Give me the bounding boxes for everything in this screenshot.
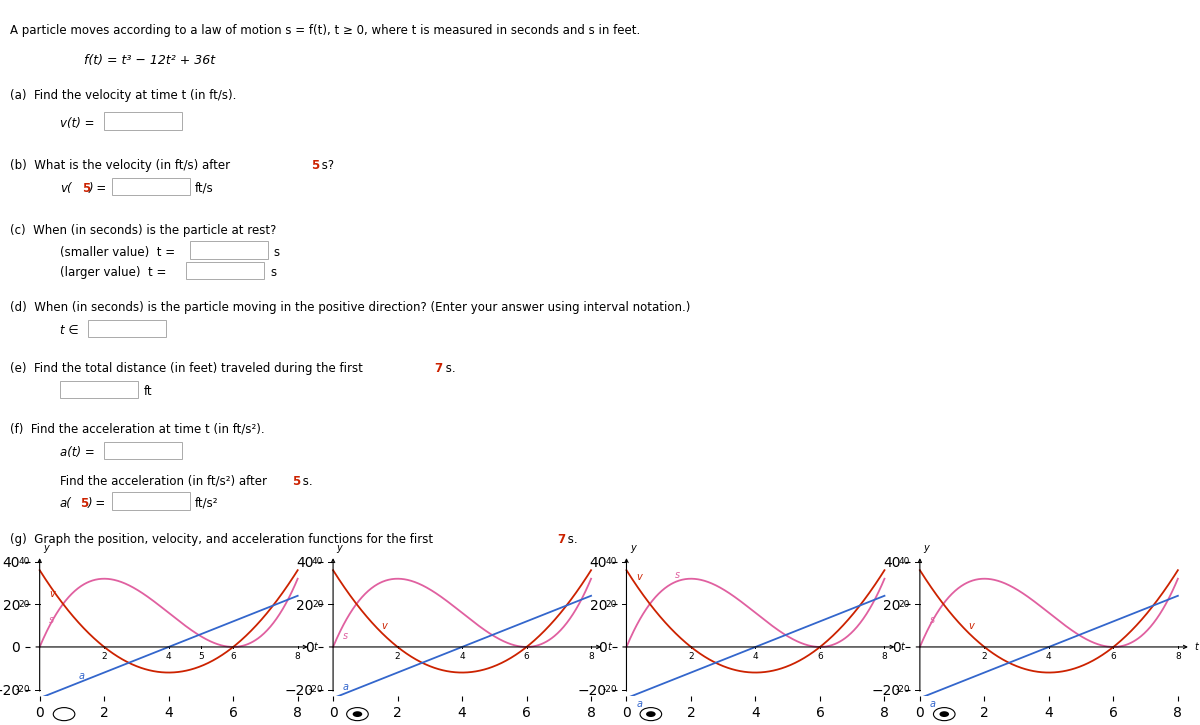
Text: -20: -20 <box>895 685 911 694</box>
Text: -20: -20 <box>308 685 324 694</box>
Text: 40: 40 <box>606 557 617 566</box>
Text: y: y <box>630 543 636 553</box>
FancyBboxPatch shape <box>190 241 268 259</box>
Text: 20: 20 <box>606 600 617 609</box>
Text: 8: 8 <box>588 652 594 661</box>
Text: (c)  When (in seconds) is the particle at rest?: (c) When (in seconds) is the particle at… <box>10 224 276 237</box>
Text: t: t <box>900 642 905 652</box>
Text: t: t <box>1194 642 1198 652</box>
Text: a(t) =: a(t) = <box>60 446 95 459</box>
FancyBboxPatch shape <box>112 178 190 195</box>
Text: 4: 4 <box>1046 652 1051 661</box>
Text: 20: 20 <box>312 600 324 609</box>
Text: ) =: ) = <box>89 182 107 195</box>
Text: ft/s²: ft/s² <box>194 497 218 510</box>
Text: 40: 40 <box>312 557 324 566</box>
FancyBboxPatch shape <box>186 262 264 279</box>
Text: y: y <box>337 543 342 553</box>
Text: s: s <box>270 266 276 279</box>
Text: 8: 8 <box>1175 652 1181 661</box>
Text: 40: 40 <box>19 557 30 566</box>
Text: 5: 5 <box>311 159 319 172</box>
Text: 7: 7 <box>557 533 565 546</box>
FancyBboxPatch shape <box>112 492 190 510</box>
Text: a: a <box>343 682 349 692</box>
Text: f(t) = t³ − 12t² + 36t: f(t) = t³ − 12t² + 36t <box>84 54 215 67</box>
Text: v(: v( <box>60 182 72 195</box>
Text: ft: ft <box>144 385 152 398</box>
Text: t ∈: t ∈ <box>60 324 79 337</box>
Text: 2: 2 <box>101 652 107 661</box>
Text: 8: 8 <box>882 652 887 661</box>
Text: 6: 6 <box>817 652 823 661</box>
Text: 6: 6 <box>230 652 236 661</box>
Text: s: s <box>274 246 280 259</box>
Text: (b)  What is the velocity (in ft/s) after: (b) What is the velocity (in ft/s) after <box>10 159 234 172</box>
Text: s.: s. <box>564 533 577 546</box>
Text: (e)  Find the total distance (in feet) traveled during the first: (e) Find the total distance (in feet) tr… <box>10 362 366 375</box>
Text: 5: 5 <box>82 182 90 195</box>
Text: 6: 6 <box>1110 652 1116 661</box>
Text: ) =: ) = <box>88 497 106 510</box>
Text: s.: s. <box>299 475 312 488</box>
Text: 6: 6 <box>523 652 529 661</box>
Text: s?: s? <box>318 159 334 172</box>
FancyBboxPatch shape <box>104 442 182 459</box>
Text: s.: s. <box>442 362 455 375</box>
Text: 2: 2 <box>688 652 694 661</box>
Text: 4: 4 <box>460 652 464 661</box>
Text: s: s <box>674 570 680 580</box>
Text: 5: 5 <box>292 475 300 488</box>
Text: 20: 20 <box>19 600 30 609</box>
Text: 40: 40 <box>899 557 911 566</box>
Text: (a)  Find the velocity at time t (in ft/s).: (a) Find the velocity at time t (in ft/s… <box>10 89 236 102</box>
Text: v: v <box>968 621 974 631</box>
Text: s: s <box>930 615 935 625</box>
Text: (larger value)  t =: (larger value) t = <box>60 266 167 279</box>
Text: -20: -20 <box>602 685 617 694</box>
Text: t: t <box>607 642 611 652</box>
Text: 8: 8 <box>295 652 300 661</box>
Text: v: v <box>49 589 55 599</box>
Text: 5: 5 <box>198 652 204 661</box>
Text: t: t <box>314 642 318 652</box>
Text: a: a <box>930 699 936 709</box>
Text: (d)  When (in seconds) is the particle moving in the positive direction? (Enter : (d) When (in seconds) is the particle mo… <box>10 301 690 314</box>
Text: v(t) =: v(t) = <box>60 117 95 130</box>
Text: a: a <box>78 671 84 681</box>
Text: Find the acceleration (in ft/s²) after: Find the acceleration (in ft/s²) after <box>60 475 271 488</box>
Text: (g)  Graph the position, velocity, and acceleration functions for the first: (g) Graph the position, velocity, and ac… <box>10 533 437 546</box>
Text: v: v <box>382 621 388 631</box>
Text: ft/s: ft/s <box>194 182 214 195</box>
Text: 2: 2 <box>982 652 988 661</box>
Text: 2: 2 <box>395 652 401 661</box>
Text: 5: 5 <box>80 497 89 510</box>
Text: A particle moves according to a law of motion s = f(t), t ≥ 0, where t is measur: A particle moves according to a law of m… <box>10 24 640 37</box>
Text: y: y <box>924 543 929 553</box>
Text: (f)  Find the acceleration at time t (in ft/s²).: (f) Find the acceleration at time t (in … <box>10 423 264 436</box>
Text: s: s <box>343 631 348 641</box>
FancyBboxPatch shape <box>60 381 138 398</box>
Text: 4: 4 <box>752 652 758 661</box>
Text: s: s <box>49 615 54 625</box>
Text: a(: a( <box>60 497 72 510</box>
FancyBboxPatch shape <box>104 112 182 130</box>
Text: 20: 20 <box>899 600 911 609</box>
Text: y: y <box>43 543 49 553</box>
Text: v: v <box>636 572 642 582</box>
Text: -20: -20 <box>16 685 30 694</box>
Text: (smaller value)  t =: (smaller value) t = <box>60 246 175 259</box>
FancyBboxPatch shape <box>88 320 166 337</box>
Text: 4: 4 <box>166 652 172 661</box>
Text: 7: 7 <box>434 362 443 375</box>
Text: a: a <box>636 699 642 709</box>
